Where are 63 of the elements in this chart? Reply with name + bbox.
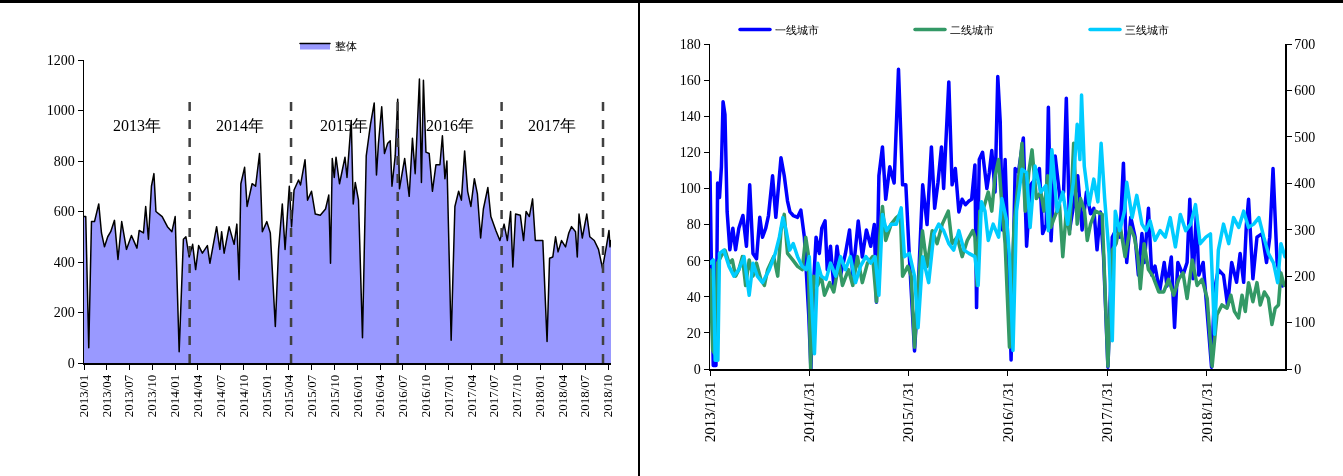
x-tick-label: 2015/07	[303, 374, 319, 418]
x-tick-label: 2018/01	[532, 374, 548, 418]
y-tick-label: 100	[679, 181, 701, 197]
y-tick-label: 40	[686, 289, 701, 305]
x-tick-label: 2017/07	[486, 374, 502, 418]
y2-tick-label: 100	[1294, 315, 1316, 331]
x-tick-label: 2018/07	[577, 374, 593, 418]
x-tick-label: 2013/1/31	[701, 381, 718, 443]
y-tick-label: 200	[53, 305, 75, 321]
x-tick-label: 2018/10	[600, 374, 616, 418]
x-tick-label: 2015/04	[281, 374, 297, 418]
y2-tick-label: 200	[1294, 269, 1316, 285]
annotation: 2013年	[113, 117, 161, 134]
y-tick-label: 0	[693, 361, 701, 377]
y2-tick-label: 700	[1294, 36, 1316, 52]
x-tick-label: 2017/1/31	[1099, 381, 1116, 443]
x-tick-label: 2016/1/31	[999, 381, 1016, 443]
x-tick-label: 2014/01	[167, 374, 183, 418]
x-tick-label: 2016/07	[395, 374, 411, 418]
y2-tick-label: 600	[1294, 83, 1316, 99]
y-tick-label: 140	[679, 109, 701, 125]
x-tick-label: 2016/10	[418, 374, 434, 418]
x-tick-label: 2017/10	[509, 374, 525, 418]
x-tick-label: 2013/04	[98, 374, 114, 418]
y-tick-label: 160	[679, 73, 701, 89]
x-tick-label: 2015/10	[326, 374, 342, 418]
legend-label: 二线城市	[950, 23, 994, 37]
y-tick-label: 80	[686, 217, 701, 233]
legend-label: 一线城市	[775, 23, 819, 37]
y-tick-label: 180	[679, 36, 701, 52]
y-tick-label: 400	[53, 254, 75, 270]
x-tick-label: 2014/1/31	[801, 381, 818, 443]
y-tick-label: 1200	[46, 52, 75, 68]
x-tick-label: 2018/1/31	[1198, 381, 1215, 443]
legend-label: 三线城市	[1125, 23, 1169, 37]
annotation: 2017年	[528, 117, 576, 134]
x-tick-label: 2016/01	[349, 374, 365, 418]
y2-tick-label: 500	[1294, 129, 1316, 145]
x-tick-label: 2014/10	[235, 374, 251, 418]
annotation: 2014年	[216, 117, 264, 134]
y-tick-label: 1000	[46, 103, 75, 119]
y-tick-label: 600	[53, 204, 75, 220]
y2-tick-label: 300	[1294, 222, 1316, 238]
x-tick-label: 2017/04	[463, 374, 479, 418]
y-tick-label: 60	[686, 253, 701, 269]
x-tick-label: 2016/04	[372, 374, 388, 418]
x-tick-label: 2017/01	[441, 374, 457, 418]
x-tick-label: 2015/1/31	[900, 381, 917, 443]
y-tick-label: 120	[679, 145, 701, 161]
x-tick-label: 2015/01	[258, 374, 274, 418]
x-tick-label: 2013/10	[144, 374, 160, 418]
y-tick-label: 800	[53, 153, 75, 169]
x-tick-label: 2018/04	[554, 374, 570, 418]
legend-label: 整体	[335, 39, 357, 53]
x-tick-label: 2013/01	[76, 374, 92, 418]
y2-tick-label: 0	[1294, 361, 1302, 377]
x-tick-label: 2014/04	[189, 374, 205, 418]
x-tick-label: 2013/07	[121, 374, 137, 418]
y-tick-label: 0	[67, 355, 75, 371]
annotation: 2016年	[426, 117, 474, 134]
x-tick-label: 2014/07	[212, 374, 228, 418]
y-tick-label: 20	[686, 325, 701, 341]
y2-tick-label: 400	[1294, 176, 1316, 192]
